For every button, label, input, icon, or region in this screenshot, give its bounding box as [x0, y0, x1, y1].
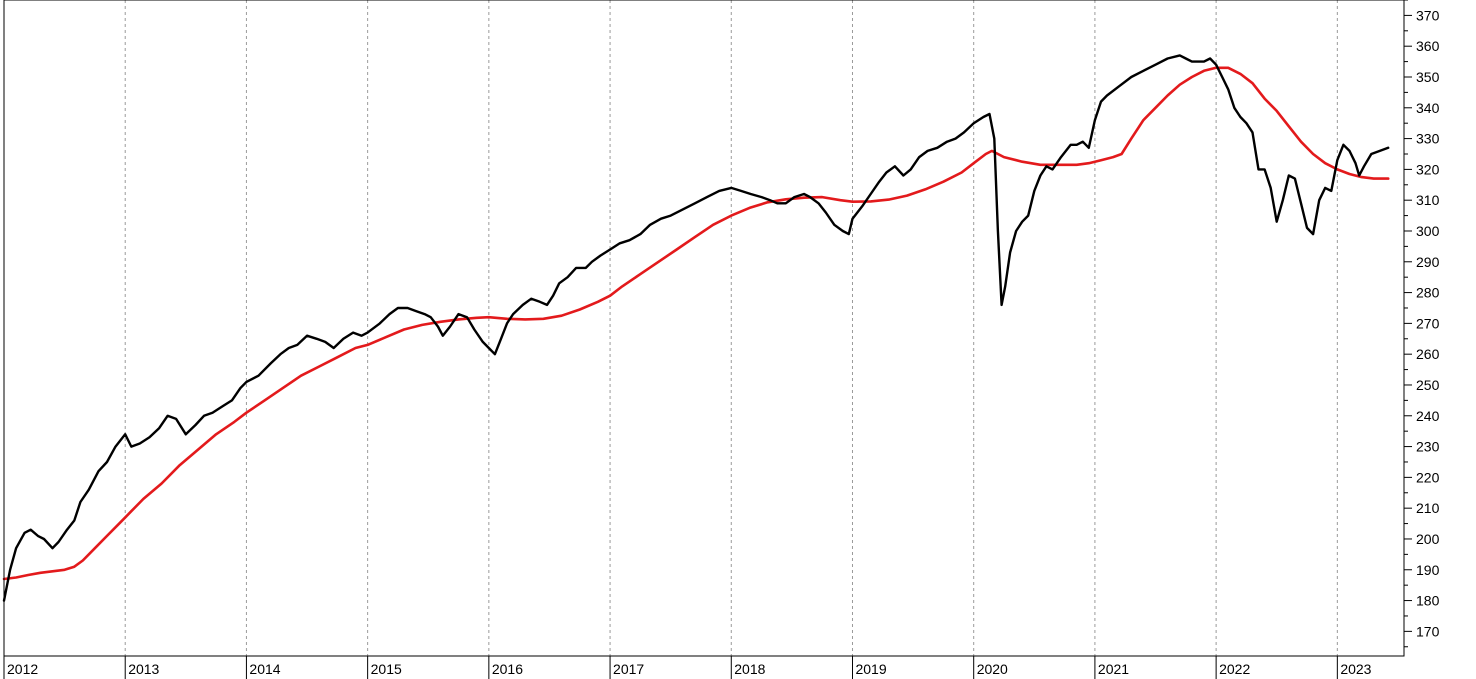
y-tick-label-240: 240: [1416, 408, 1440, 424]
y-tick-label-190: 190: [1416, 562, 1440, 578]
x-tick-label-2017: 2017: [613, 661, 644, 677]
y-tick-label-290: 290: [1416, 254, 1440, 270]
y-axis: 170 180 190 200 210 220 230 240 250 260 270 280 290 3…: [1404, 0, 1440, 648]
y-tick-label-340: 340: [1416, 100, 1440, 116]
x-tick-label-2014: 2014: [249, 661, 280, 677]
y-tick-label-350: 350: [1416, 69, 1440, 85]
series-line-moving-average: [2, 66, 1390, 581]
y-tick-label-320: 320: [1416, 161, 1440, 177]
x-tick-label-2013: 2013: [128, 661, 159, 677]
x-tick-label-2023: 2023: [1340, 661, 1371, 677]
series-layer: [2, 54, 1390, 602]
y-tick-label-360: 360: [1416, 38, 1440, 54]
y-tick-label-330: 330: [1416, 131, 1440, 147]
y-tick-label-310: 310: [1416, 192, 1440, 208]
y-tick-label-210: 210: [1416, 500, 1440, 516]
y-tick-label-280: 280: [1416, 285, 1440, 301]
y-tick-label-170: 170: [1416, 623, 1440, 639]
x-tick-label-2019: 2019: [855, 661, 886, 677]
y-tick-label-200: 200: [1416, 531, 1440, 547]
y-tick-label-220: 220: [1416, 469, 1440, 485]
y-tick-label-260: 260: [1416, 346, 1440, 362]
y-tick-label-270: 270: [1416, 315, 1440, 331]
y-tick-label-300: 300: [1416, 223, 1440, 239]
x-tick-label-2021: 2021: [1098, 661, 1129, 677]
y-tick-label-370: 370: [1416, 7, 1440, 23]
x-tick-label-2022: 2022: [1219, 661, 1250, 677]
y-tick-label-230: 230: [1416, 439, 1440, 455]
x-tick-label-2020: 2020: [977, 661, 1008, 677]
x-axis: 2012 2013 2014 2015 2016 2017 2018 2019 2020 2021…: [3, 656, 1372, 679]
x-tick-label-2018: 2018: [734, 661, 765, 677]
x-tick-label-2012: 2012: [7, 661, 38, 677]
x-tick-label-2015: 2015: [371, 661, 402, 677]
series-line-price: [2, 54, 1390, 602]
plot-frame: [3, 0, 1405, 657]
x-tick-label-2016: 2016: [492, 661, 523, 677]
vertical-gridlines: [124, 0, 1338, 656]
y-tick-label-250: 250: [1416, 377, 1440, 393]
y-tick-label-180: 180: [1416, 593, 1440, 609]
